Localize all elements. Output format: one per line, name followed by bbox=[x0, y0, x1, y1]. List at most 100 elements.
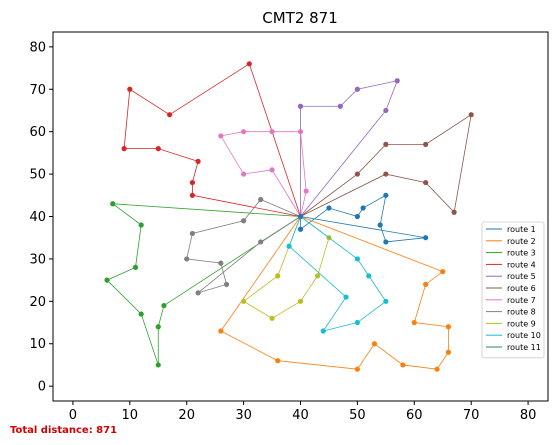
legend-label: route 1 bbox=[507, 225, 536, 234]
customer-point bbox=[104, 277, 110, 283]
customer-point bbox=[269, 129, 275, 135]
customer-point bbox=[371, 341, 378, 347]
customer-point bbox=[189, 230, 195, 237]
customer-point bbox=[360, 205, 366, 211]
route-series-7 bbox=[218, 129, 309, 217]
customer-point bbox=[468, 112, 474, 118]
customer-point bbox=[189, 192, 195, 198]
legend-label: route 8 bbox=[507, 308, 536, 317]
depot-point bbox=[297, 213, 304, 220]
y-tick-label: 40 bbox=[29, 210, 46, 225]
x-tick-label: 20 bbox=[178, 408, 195, 423]
customer-point bbox=[275, 273, 281, 279]
x-tick-label: 80 bbox=[520, 408, 537, 423]
customer-point bbox=[314, 273, 321, 279]
y-tick-label: 50 bbox=[29, 168, 46, 183]
customer-point bbox=[383, 171, 389, 177]
customer-point bbox=[434, 366, 440, 372]
customer-point bbox=[337, 103, 343, 109]
customer-point bbox=[423, 179, 429, 186]
x-axis: 0 10 20 30 40 50 60 70 80 bbox=[69, 401, 537, 423]
customer-point bbox=[303, 188, 309, 194]
customer-point bbox=[138, 311, 144, 317]
customer-point bbox=[411, 319, 417, 326]
y-tick-label: 30 bbox=[29, 252, 46, 267]
customer-point bbox=[155, 324, 161, 330]
customer-point bbox=[297, 298, 304, 304]
customer-point bbox=[218, 328, 224, 334]
customer-point bbox=[241, 218, 247, 224]
customer-point bbox=[189, 179, 195, 186]
y-tick-label: 10 bbox=[29, 337, 46, 352]
route-series-8 bbox=[184, 196, 301, 296]
x-tick-label: 0 bbox=[69, 408, 77, 423]
customer-point bbox=[423, 281, 429, 287]
chart-title: CMT2 871 bbox=[262, 9, 338, 27]
customer-point bbox=[440, 269, 446, 275]
customer-point bbox=[184, 256, 190, 262]
route-line bbox=[106, 203, 301, 366]
customer-point bbox=[246, 61, 252, 67]
customer-point bbox=[286, 243, 292, 249]
customer-point bbox=[423, 235, 429, 241]
route-line bbox=[186, 199, 301, 294]
x-tick-label: 30 bbox=[235, 408, 252, 423]
customer-point bbox=[241, 298, 247, 304]
legend-label: route 6 bbox=[507, 284, 536, 293]
customer-point bbox=[155, 362, 161, 368]
x-tick-label: 10 bbox=[122, 408, 139, 423]
customer-point bbox=[383, 141, 389, 147]
customer-point bbox=[132, 264, 139, 270]
route-line bbox=[300, 194, 426, 243]
route-series-6 bbox=[300, 112, 474, 217]
customer-point bbox=[383, 192, 389, 198]
route-series-3 bbox=[104, 201, 301, 368]
customer-point bbox=[354, 319, 360, 326]
legend-label: route 11 bbox=[507, 343, 541, 352]
customer-point bbox=[445, 349, 452, 355]
customer-point bbox=[445, 324, 452, 330]
customer-point bbox=[155, 146, 161, 152]
x-tick-label: 70 bbox=[463, 408, 480, 423]
total-distance-label: Total distance: 871 bbox=[10, 425, 117, 436]
legend-label: route 3 bbox=[507, 249, 536, 258]
customer-point bbox=[167, 112, 173, 118]
customer-point bbox=[161, 302, 167, 309]
route-series-2 bbox=[218, 216, 452, 372]
customer-point bbox=[218, 260, 224, 266]
legend: route 1 route 2 route 3 route 4 route 5 route… bbox=[481, 221, 545, 359]
customer-point bbox=[394, 78, 400, 84]
legend-label: route 7 bbox=[507, 296, 536, 305]
route-series-10 bbox=[286, 216, 389, 334]
y-tick-label: 70 bbox=[29, 83, 46, 98]
customer-point bbox=[258, 239, 264, 245]
y-tick-label: 80 bbox=[29, 40, 46, 55]
customer-point bbox=[138, 222, 144, 228]
legend-label: route 4 bbox=[507, 260, 536, 269]
customer-point bbox=[297, 129, 304, 135]
customer-point bbox=[269, 167, 275, 173]
y-axis: 0 10 20 30 40 50 60 70 80 bbox=[29, 40, 53, 395]
routes-layer bbox=[104, 61, 474, 372]
route-line bbox=[123, 63, 301, 217]
customer-point bbox=[269, 315, 275, 321]
customer-point bbox=[354, 366, 360, 372]
customer-point bbox=[223, 281, 230, 287]
y-tick-label: 60 bbox=[29, 125, 46, 140]
customer-point bbox=[383, 239, 389, 245]
customer-point bbox=[354, 213, 360, 220]
x-tick-label: 50 bbox=[349, 408, 366, 423]
customer-point bbox=[127, 86, 133, 92]
x-tick-label: 60 bbox=[406, 408, 423, 423]
customer-point bbox=[354, 256, 360, 262]
customer-point bbox=[297, 103, 304, 109]
customer-point bbox=[195, 290, 201, 296]
customer-point bbox=[195, 158, 201, 164]
customer-point bbox=[343, 294, 349, 300]
legend-label: route 5 bbox=[507, 272, 536, 281]
customer-point bbox=[383, 107, 389, 114]
y-tick-label: 20 bbox=[29, 295, 46, 310]
customer-point bbox=[275, 358, 281, 364]
customer-point bbox=[320, 328, 326, 334]
